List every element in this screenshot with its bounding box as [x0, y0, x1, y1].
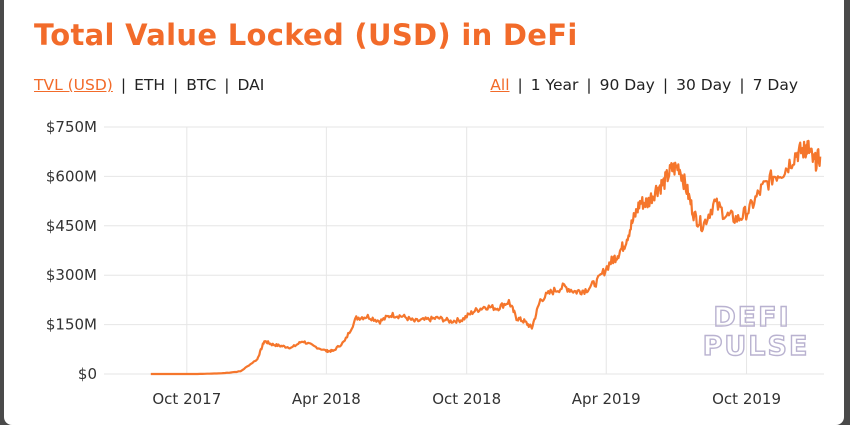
chart-card: Total Value Locked (USD) in DeFi TVL (US… [4, 0, 844, 425]
range-1-year[interactable]: 1 Year [530, 76, 579, 94]
y-axis: $0 $150M $300M $450M $600M $750M [46, 118, 97, 383]
defi-pulse-watermark: DEFI PULSE [702, 301, 810, 362]
tab-separator: | [120, 76, 127, 94]
grid-lines [104, 126, 824, 375]
tvl-line-chart: $0 $150M $300M $450M $600M $750M Oct 2017 Apr … [46, 118, 824, 408]
y-tick-label: $450M [46, 217, 97, 235]
y-tick-label: $750M [46, 118, 97, 136]
tab-separator: | [173, 76, 179, 94]
range-30-day[interactable]: 30 Day [676, 76, 732, 94]
range-90-day[interactable]: 90 Day [599, 76, 655, 94]
range-separator: | [517, 76, 523, 94]
watermark-line-1: DEFI [713, 302, 790, 333]
y-tick-label: $600M [46, 167, 97, 185]
watermark-line-2: PULSE [703, 331, 810, 362]
tvl-series-line [150, 139, 822, 376]
tab-dai[interactable]: DAI [237, 76, 265, 94]
tab-btc[interactable]: BTC [186, 76, 217, 94]
x-tick-label: Oct 2019 [712, 390, 781, 408]
range-7-day[interactable]: 7 Day [752, 76, 798, 94]
tab-eth[interactable]: ETH [134, 76, 166, 94]
x-tick-label: Oct 2018 [432, 390, 501, 408]
page-title: Total Value Locked (USD) in DeFi [34, 18, 578, 52]
y-tick-label: $300M [46, 266, 97, 284]
range-separator: | [739, 76, 745, 94]
x-tick-label: Apr 2019 [572, 390, 641, 408]
y-tick-label: $150M [46, 316, 97, 334]
y-tick-label: $0 [78, 365, 97, 383]
range-separator: | [662, 76, 669, 94]
x-tick-label: Oct 2017 [152, 390, 221, 408]
range-all[interactable]: All [490, 76, 510, 94]
x-axis: Oct 2017 Apr 2018 Oct 2018 Apr 2019 Oct 2019 [152, 390, 781, 408]
range-tabs: All | 1 Year | 90 Day | 30 Day | 7 Day [490, 76, 798, 94]
metric-tabs: TVL (USD) | ETH | BTC | DAI [34, 76, 264, 94]
tab-separator: | [224, 76, 230, 94]
x-tick-label: Apr 2018 [292, 390, 361, 408]
tab-tvl-usd[interactable]: TVL (USD) [34, 76, 113, 94]
range-separator: | [586, 76, 592, 94]
